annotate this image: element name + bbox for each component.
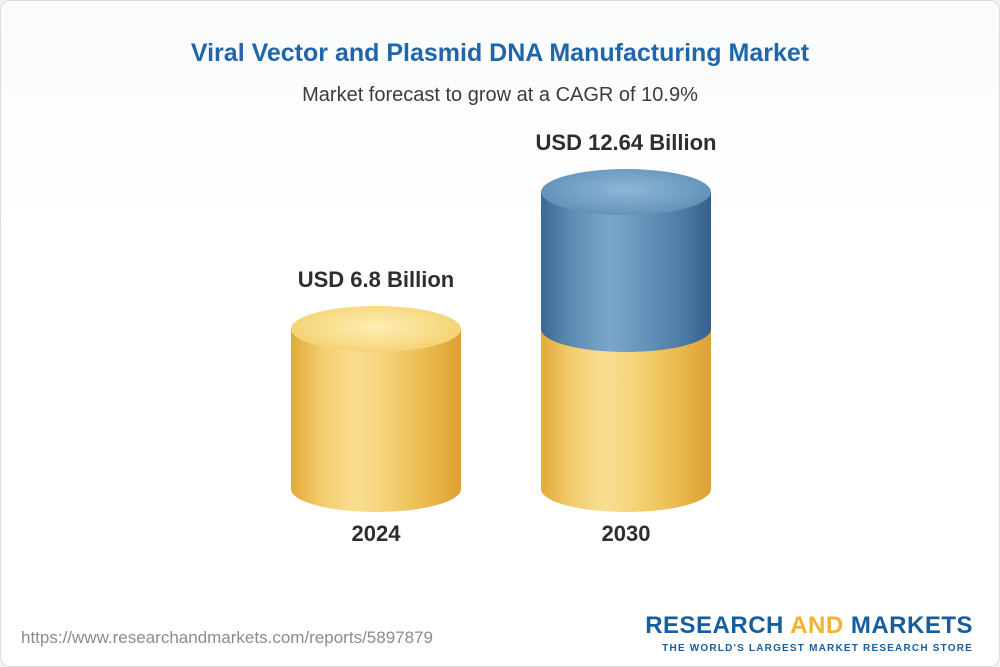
x-tick-2024: 2024 (351, 521, 401, 546)
cylinder-2030 (541, 169, 711, 512)
logo-word-research: RESEARCH (645, 612, 791, 639)
cylinder-top-cap-gold (291, 306, 461, 352)
chart-subtitle: Market forecast to grow at a CAGR of 10.… (302, 84, 698, 106)
bar-2024: USD 6.8 Billion 2024 (291, 267, 461, 546)
cylinder-top-cap-blue (541, 169, 711, 215)
chart-header: Viral Vector and Plasmid DNA Manufacturi… (1, 1, 999, 107)
cylinder-2024 (291, 306, 461, 512)
cylinder-segment-gold (291, 329, 461, 489)
value-label-2024: USD 6.8 Billion (297, 267, 455, 292)
report-url[interactable]: https://www.researchandmarkets.com/repor… (21, 628, 433, 647)
logo-word-markets: MARKETS (843, 612, 973, 639)
logo-wordmark: RESEARCH AND MARKETS (645, 612, 973, 640)
research-and-markets-logo: RESEARCH AND MARKETS THE WORLD'S LARGEST… (645, 612, 973, 654)
logo-tagline: THE WORLD'S LARGEST MARKET RESEARCH STOR… (662, 643, 973, 654)
x-tick-2030: 2030 (601, 521, 651, 546)
chart-area: USD 6.8 Billion 2024 USD 12.64 Billion 2… (1, 109, 999, 546)
value-label-2030: USD 12.64 Billion (535, 130, 717, 155)
bar-2030: USD 12.64 Billion 2030 (536, 130, 717, 546)
cylinder-segment-gold (541, 329, 711, 489)
chart-title: Viral Vector and Plasmid DNA Manufacturi… (190, 39, 810, 67)
logo-word-and: AND (790, 612, 844, 639)
